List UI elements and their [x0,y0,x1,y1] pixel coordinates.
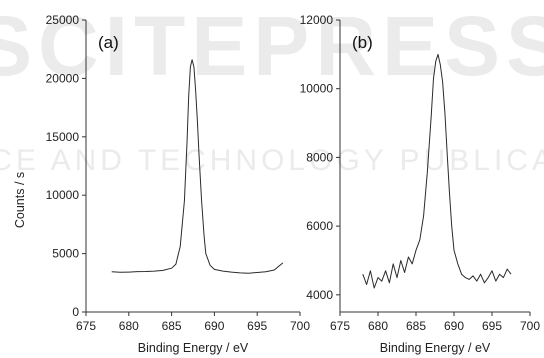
x-tick-label: 695 [247,319,267,333]
x-tick-label: 690 [444,319,464,333]
y-tick-label: 10000 [300,82,334,96]
y-tick-label: 25000 [46,13,80,27]
x-tick-label: 700 [290,319,310,333]
y-tick-label: 5000 [52,247,79,261]
y-tick-label: 4000 [306,288,333,302]
spectrum-line [111,59,284,274]
y-tick-label: 6000 [306,219,333,233]
x-axis-title: Binding Energy / eV [138,341,249,355]
x-axis-title: Binding Energy / eV [380,341,491,355]
panel-b: 675 680 685 690 695 700 4000 6000 8000 10000 12000… [300,13,541,355]
x-tick-label: 695 [482,319,502,333]
x-tick-label: 685 [162,319,182,333]
spectrum-line [362,53,512,289]
y-tick-label: 20000 [46,71,80,85]
y-tick-label: 15000 [46,130,80,144]
y-tick-label: 8000 [306,150,333,164]
watermark-line2: SCIENCE AND TECHNOLOGY PUBLICATIONS [0,144,544,177]
x-tick-label: 680 [119,319,139,333]
y-tick-label: 10000 [46,188,80,202]
panel-label: (a) [98,33,119,52]
x-tick-label: 680 [368,319,388,333]
panel-label: (b) [352,33,373,52]
x-tick-label: 700 [520,319,540,333]
watermark: SCITEPRESS SCIENCE AND TECHNOLOGY PUBLIC… [0,0,544,177]
panel-a: 675 680 685 690 695 700 0 5000 10000 15000 20000 25… [46,13,311,355]
y-tick-label: 12000 [300,13,334,27]
y-tick-label: 0 [72,305,79,319]
watermark-line1: SCITEPRESS [0,0,544,93]
x-tick-label: 675 [76,319,96,333]
x-tick-label: 675 [330,319,350,333]
x-tick-label: 690 [204,319,224,333]
x-tick-label: 685 [406,319,426,333]
y-axis-title: Counts / s [13,172,27,228]
